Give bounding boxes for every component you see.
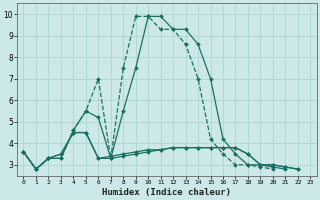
X-axis label: Humidex (Indice chaleur): Humidex (Indice chaleur) (102, 188, 231, 197)
